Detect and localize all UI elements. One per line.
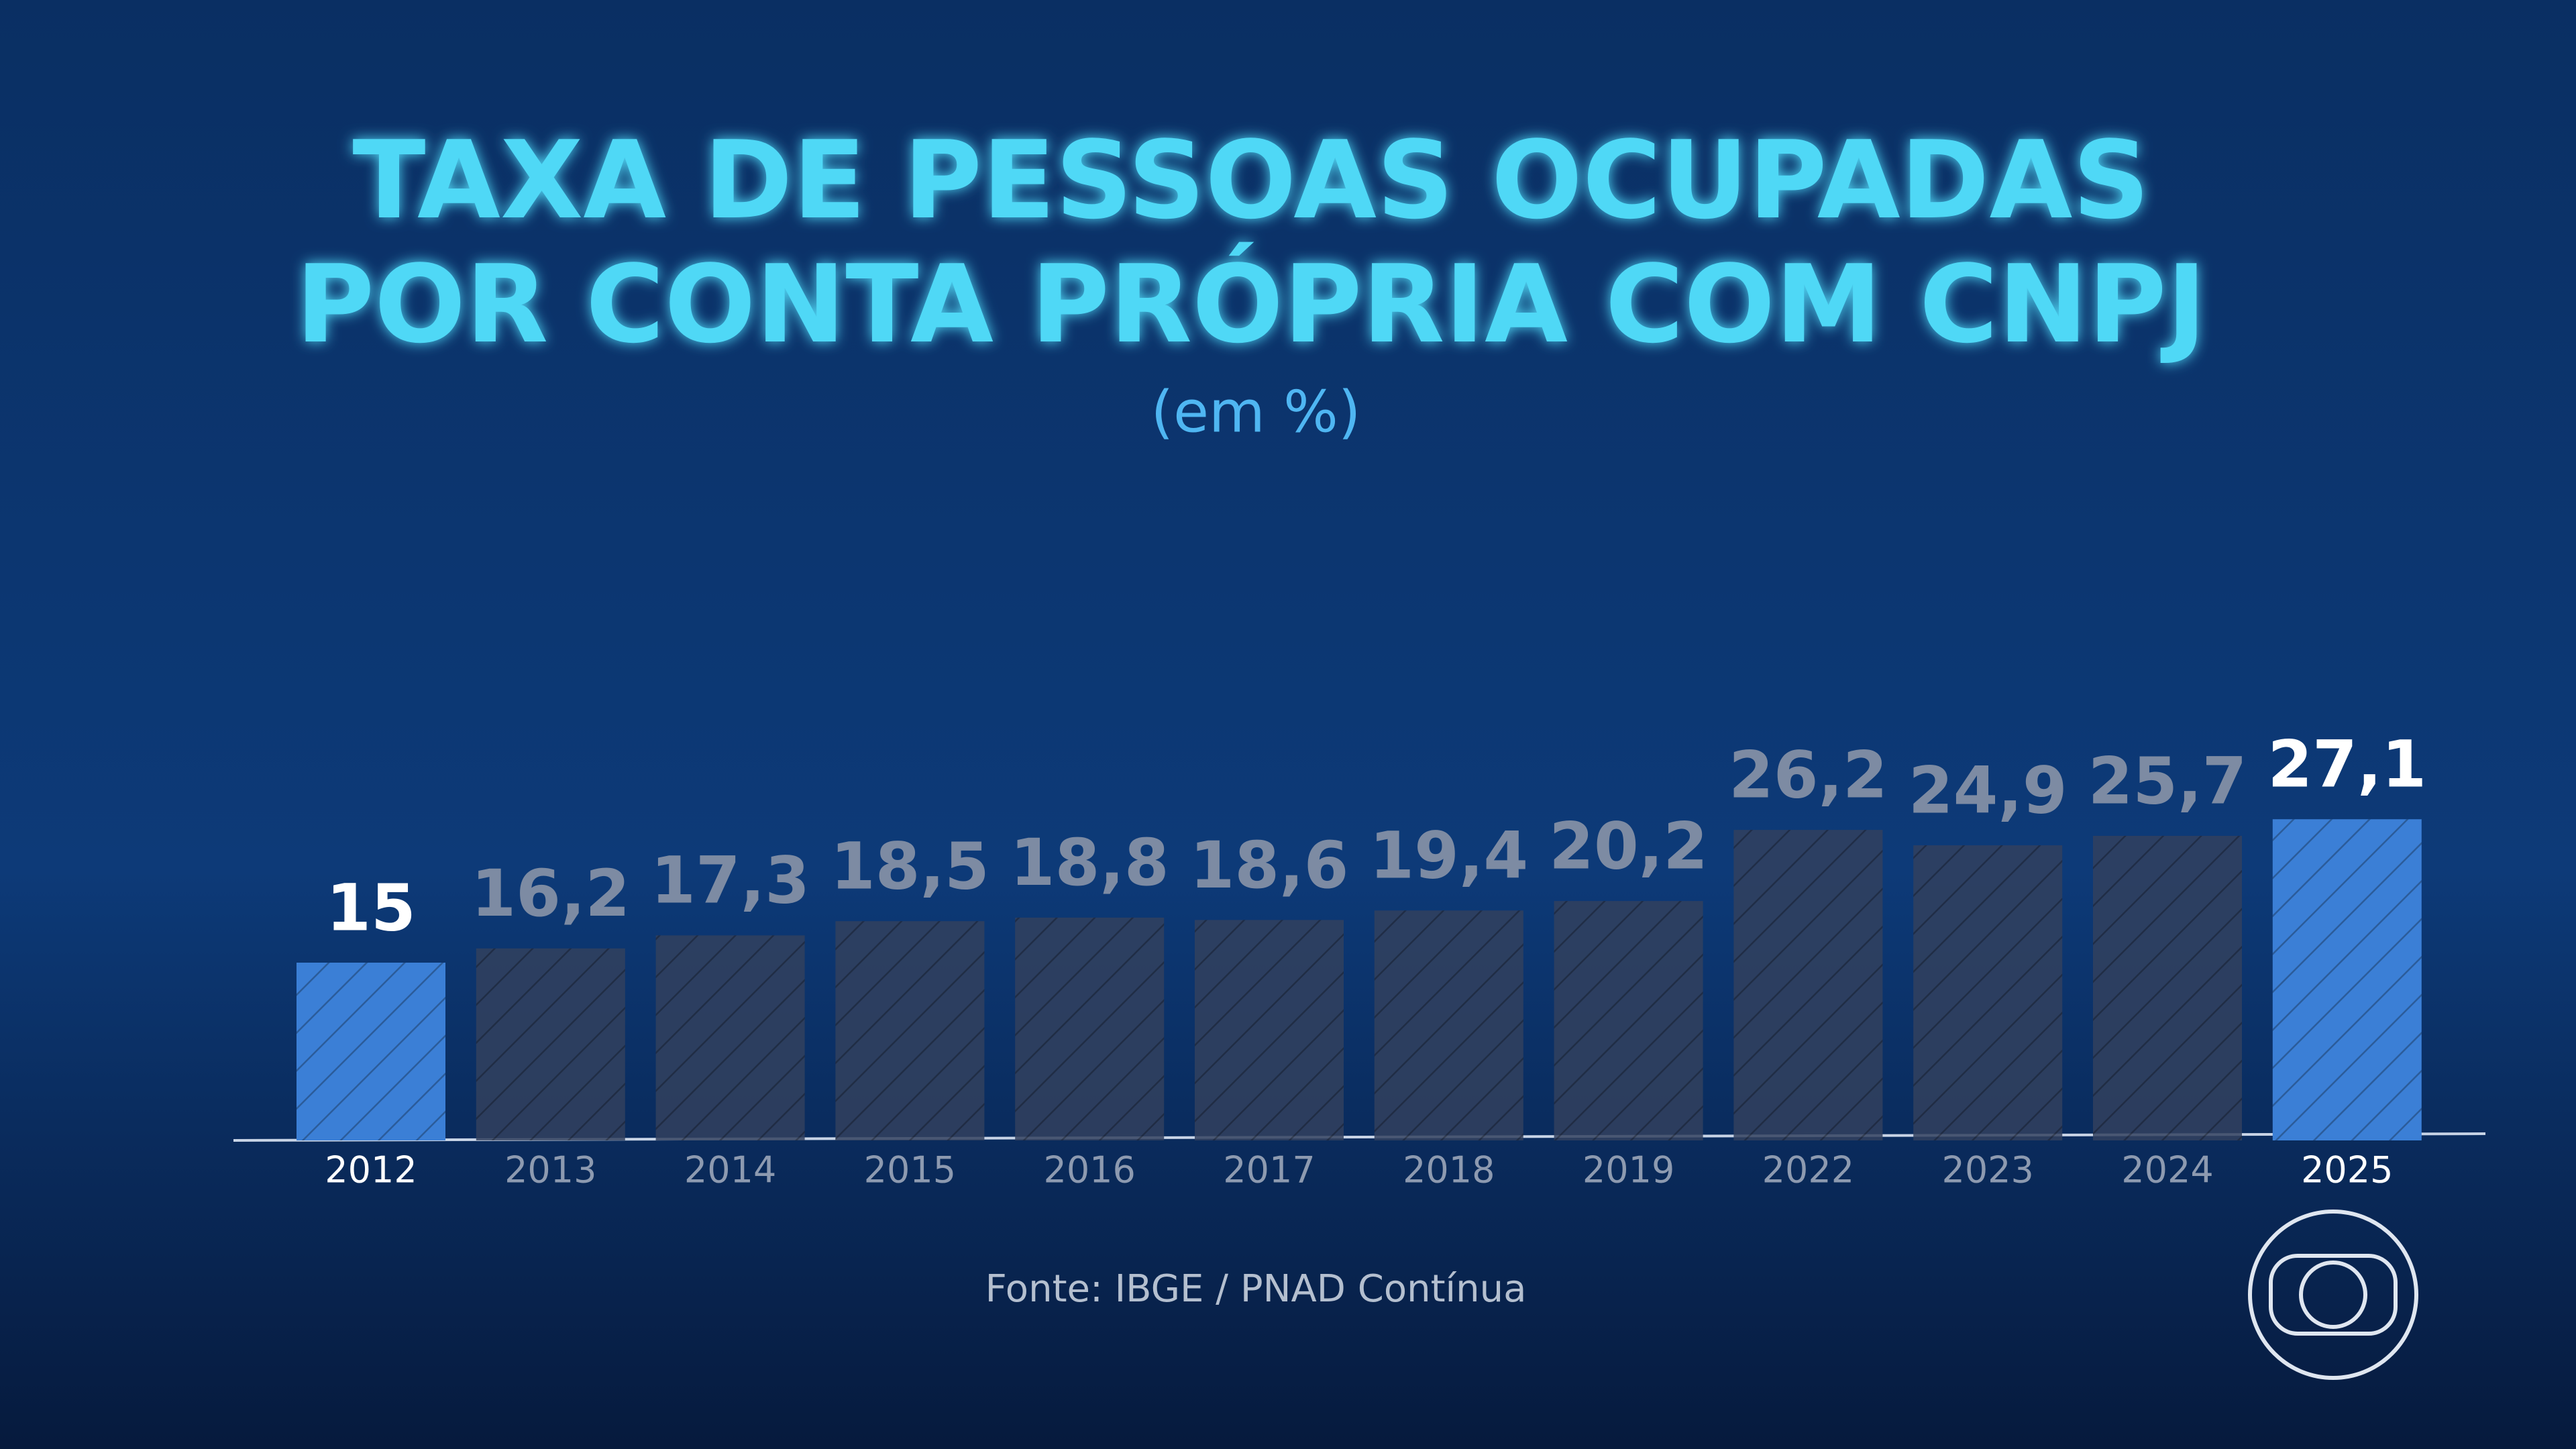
- bar-hatch: [835, 921, 985, 1140]
- value-label: 24,9: [1909, 753, 2068, 828]
- x-tick-label: 2025: [2301, 1149, 2393, 1191]
- x-tick-label: 2012: [325, 1149, 417, 1191]
- x-tick-label: 2023: [1941, 1149, 2033, 1191]
- bar-hatch: [1913, 845, 2063, 1140]
- bar-hatch: [1374, 910, 1523, 1140]
- bar-hatch: [476, 948, 625, 1140]
- source: Fonte: IBGE / PNAD Contínua: [985, 1267, 1527, 1311]
- x-tick-label: 2019: [1582, 1149, 1674, 1191]
- bar-hatch: [2272, 819, 2422, 1140]
- logo: [2248, 1210, 2418, 1380]
- value-label: 18,8: [1010, 825, 1169, 900]
- bar-hatch: [1733, 830, 1883, 1140]
- bar-hatch: [1195, 920, 1344, 1140]
- x-tick-label: 2024: [2121, 1149, 2213, 1191]
- value-label: 27,1: [2267, 727, 2426, 802]
- x-tick-label: 2014: [684, 1149, 776, 1191]
- value-label: 17,3: [651, 843, 810, 918]
- x-tick-label: 2022: [1762, 1149, 1854, 1191]
- x-tick-label: 2018: [1403, 1149, 1495, 1191]
- value-label: 19,4: [1369, 818, 1528, 894]
- bar-hatch: [655, 935, 805, 1140]
- value-label: 26,2: [1729, 737, 1888, 812]
- x-tick-label: 2015: [864, 1149, 956, 1191]
- value-label: 16,2: [471, 856, 630, 931]
- x-tick-label: 2017: [1223, 1149, 1315, 1191]
- x-tick-label: 2013: [504, 1149, 596, 1191]
- value-label: 18,5: [830, 829, 989, 904]
- value-label: 18,6: [1190, 828, 1349, 903]
- bar-hatch: [1015, 917, 1165, 1140]
- bar-hatch: [297, 963, 445, 1140]
- value-label: 25,7: [2088, 743, 2247, 818]
- x-tick-label: 2016: [1043, 1149, 1135, 1191]
- bar-hatch: [1554, 901, 1703, 1140]
- bar-hatch: [2093, 835, 2242, 1140]
- chart-subtitle: (em %): [1151, 378, 1361, 445]
- chart-title: POR CONTA PRÓPRIA COM CNPJ: [296, 241, 2206, 367]
- chart-title: TAXA DE PESSOAS OCUPADAS: [352, 117, 2149, 243]
- value-label: 20,2: [1549, 808, 1708, 883]
- value-label: 15: [326, 870, 416, 945]
